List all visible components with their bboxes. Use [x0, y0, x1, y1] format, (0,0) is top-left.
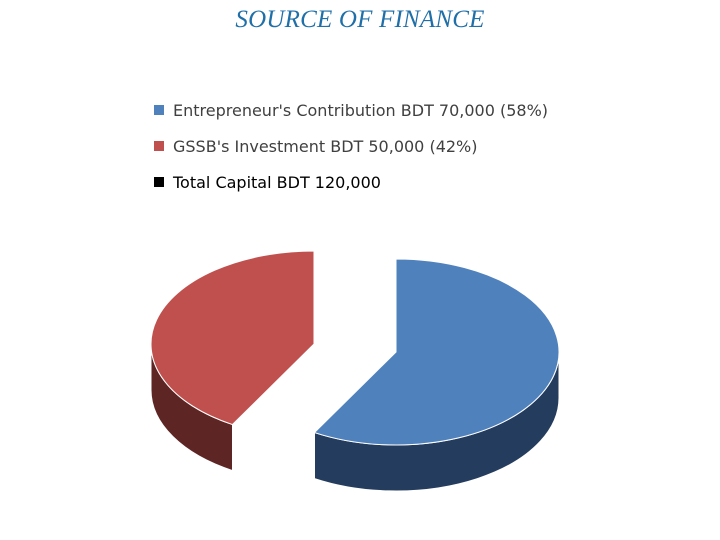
pie-slice-entrepreneur: [313, 258, 560, 492]
chart-legend: Entrepreneur's Contribution BDT 70,000 (…: [154, 92, 548, 200]
legend-swatch-gssb: [154, 141, 164, 151]
legend-label-gssb: GSSB's Investment BDT 50,000 (42%): [173, 136, 478, 156]
legend-label-total: Total Capital BDT 120,000: [173, 172, 381, 192]
legend-swatch-total: [154, 177, 164, 187]
chart-title: SOURCE OF FINANCE: [235, 6, 485, 33]
legend-label-entrepreneur: Entrepreneur's Contribution BDT 70,000 (…: [173, 100, 549, 120]
legend-swatch-entrepreneur: [154, 105, 164, 115]
entrepreneur-top-face: [313, 258, 560, 446]
pie-slice-gssb: [150, 250, 315, 472]
legend-item-gssb: GSSB's Investment BDT 50,000 (42%): [154, 128, 548, 164]
legend-item-total: Total Capital BDT 120,000: [154, 164, 548, 200]
gssb-top-face: [150, 250, 315, 426]
legend-item-entrepreneur: Entrepreneur's Contribution BDT 70,000 (…: [154, 92, 548, 128]
